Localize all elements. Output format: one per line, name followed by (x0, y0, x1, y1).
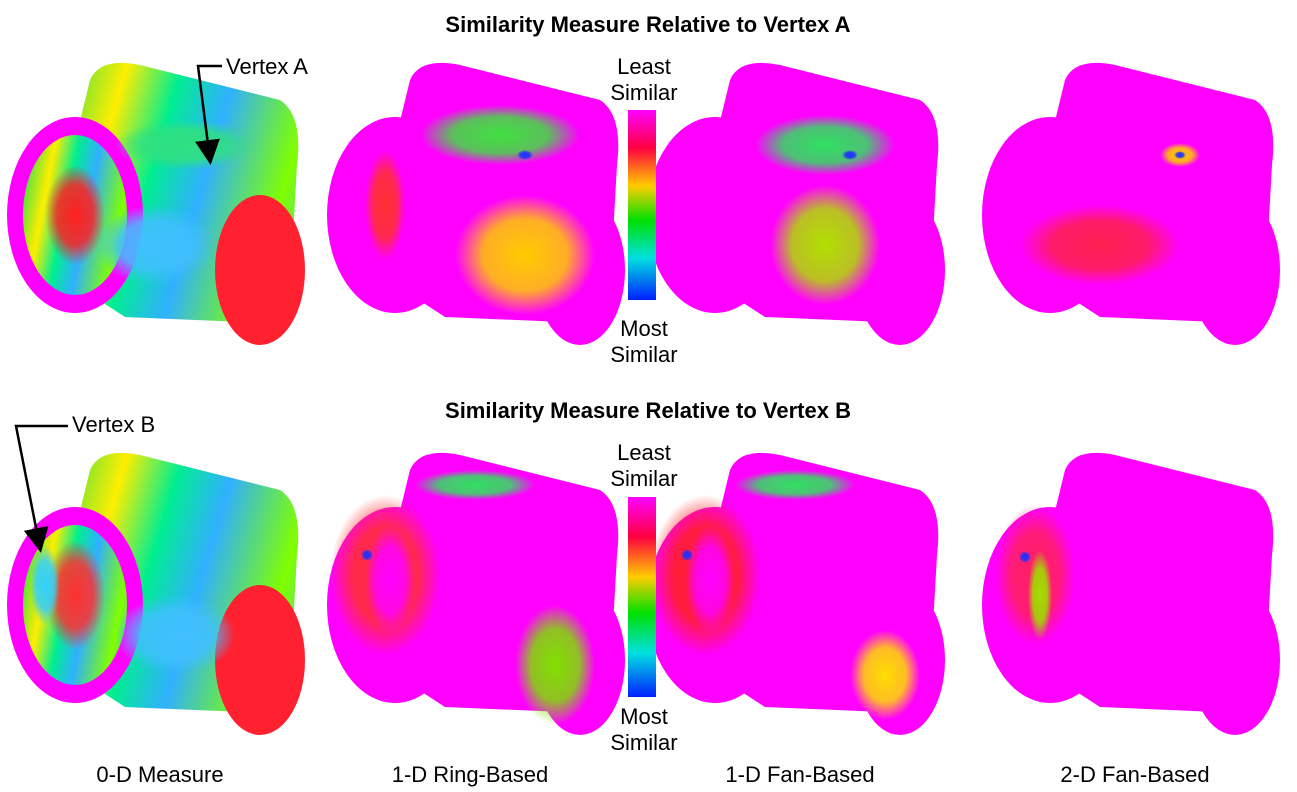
shape-part (755, 115, 895, 175)
shape-part (415, 470, 535, 500)
shape-part (1190, 195, 1280, 345)
scale-bottom: Most Similar (599, 316, 689, 368)
mesh-render (982, 453, 1280, 735)
caption: 2-D Fan-Based (1060, 762, 1209, 788)
annotation: Vertex A (226, 54, 308, 80)
colorbar (628, 110, 656, 300)
scale-top: Least Similar (599, 440, 689, 492)
shape-part (365, 150, 405, 260)
shape-part (842, 150, 858, 160)
shape-part (215, 195, 305, 345)
mesh-render (327, 453, 625, 735)
shape-part (685, 525, 735, 635)
shape-part (30, 545, 60, 625)
mesh-render (647, 63, 945, 345)
mesh-render (7, 63, 305, 345)
mesh-render (327, 63, 625, 345)
shape-part (420, 105, 580, 165)
shape-part (115, 120, 255, 170)
shape-part (517, 150, 533, 160)
caption: 0-D Measure (96, 762, 223, 788)
colorbar (628, 497, 656, 697)
row-title: Similarity Measure Relative to Vertex B (445, 398, 851, 424)
shape-part (770, 185, 880, 305)
shape-part (1190, 585, 1280, 735)
scale-bottom: Most Similar (599, 704, 689, 756)
shape-part (455, 195, 595, 315)
shape-part (515, 605, 595, 725)
row-title: Similarity Measure Relative to Vertex A (445, 12, 850, 38)
figure-graphics (0, 0, 1297, 792)
figure: Similarity Measure Relative to Vertex A … (0, 0, 1297, 792)
shape-part (735, 470, 855, 500)
shape-part (365, 525, 415, 635)
shape-part (215, 585, 305, 735)
mesh-render (647, 453, 945, 735)
shape-part (1020, 205, 1180, 285)
mesh-render (982, 63, 1280, 345)
annotation: Vertex B (72, 412, 155, 438)
shape-part (1028, 550, 1052, 640)
shape-part (1174, 151, 1186, 159)
shape-part (115, 595, 235, 675)
scale-top: Least Similar (599, 54, 689, 106)
caption: 1-D Fan-Based (725, 762, 874, 788)
mesh-render (7, 453, 305, 735)
caption: 1-D Ring-Based (392, 762, 549, 788)
shape-part (95, 205, 215, 285)
shape-part (850, 630, 920, 720)
shape-part (361, 549, 373, 561)
shape-part (681, 549, 693, 561)
shape-part (1019, 551, 1031, 563)
